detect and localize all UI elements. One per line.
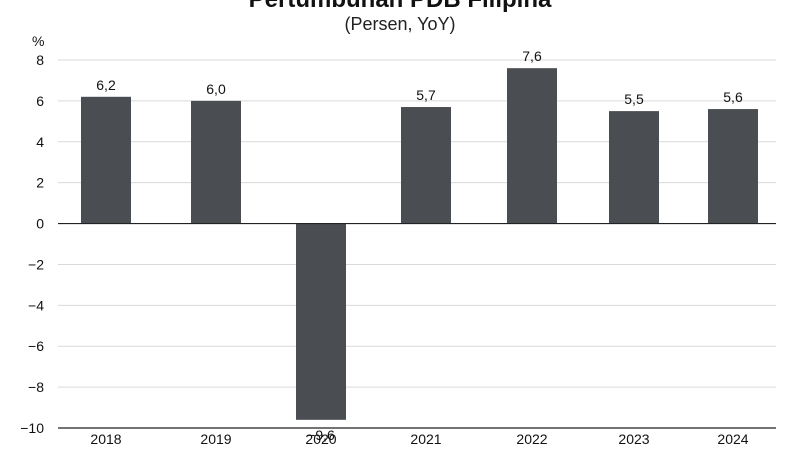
y-tick-label: 0 [36,216,44,232]
x-axis-ticks: 2018 2019 2020 2021 2022 2023 2024 [90,431,748,447]
chart-title: Pertumbuhan PDB Filipina [0,0,800,14]
y-tick-label: 8 [36,52,44,68]
bar-2018 [81,96,131,224]
bar-2021 [401,107,451,224]
y-tick-label: 6 [36,93,44,109]
x-tick-label: 2019 [200,431,231,447]
bars [81,68,758,420]
bar-2019 [191,100,241,224]
y-tick-label: 4 [36,134,44,150]
y-axis-ticks: 8 6 4 2 0 −2 −4 −6 −8 −10 [20,52,44,436]
value-label: 5,6 [723,89,743,105]
x-tick-label: 2022 [516,431,547,447]
value-label: −9,6 [307,427,335,443]
bar-2023 [609,111,659,224]
y-tick-label: −6 [28,338,44,354]
x-tick-label: 2024 [717,431,748,447]
chart-subtitle: (Persen, YoY) [344,14,456,34]
bar-2020 [296,223,346,420]
y-tick-label: −10 [20,420,44,436]
value-label: 6,2 [96,77,116,93]
x-tick-label: 2020 [305,431,336,447]
value-label: 6,0 [206,81,226,97]
value-label: 7,6 [522,48,542,64]
value-label: 5,7 [416,87,436,103]
y-axis-unit-label: % [32,33,45,49]
y-tick-label: 2 [36,175,44,191]
bar-2024 [708,109,758,224]
bar-2022 [507,68,557,224]
zero-line-group [58,222,776,429]
x-tick-label: 2018 [90,431,121,447]
x-tick-label: 2023 [618,431,649,447]
y-tick-label: −2 [28,256,44,272]
value-labels: 6,2 6,0 −9,6 5,7 7,6 5,5 5,6 [96,48,743,443]
y-tick-label: −8 [28,379,44,395]
value-label: 5,5 [624,91,644,107]
x-tick-label: 2021 [410,431,441,447]
y-tick-label: −4 [28,297,44,313]
